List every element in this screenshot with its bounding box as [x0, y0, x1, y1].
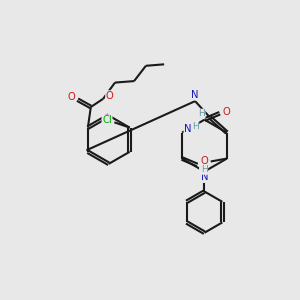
Text: H: H — [198, 109, 205, 118]
Text: O: O — [67, 92, 75, 102]
Text: H: H — [201, 165, 208, 174]
Text: N: N — [201, 172, 208, 182]
Text: O: O — [200, 161, 207, 172]
Text: N: N — [191, 90, 198, 100]
Text: O: O — [222, 107, 230, 117]
Text: H: H — [192, 122, 199, 130]
Text: O: O — [200, 156, 208, 166]
Text: N: N — [184, 124, 192, 134]
Text: O: O — [106, 91, 113, 101]
Text: Cl: Cl — [102, 115, 112, 125]
